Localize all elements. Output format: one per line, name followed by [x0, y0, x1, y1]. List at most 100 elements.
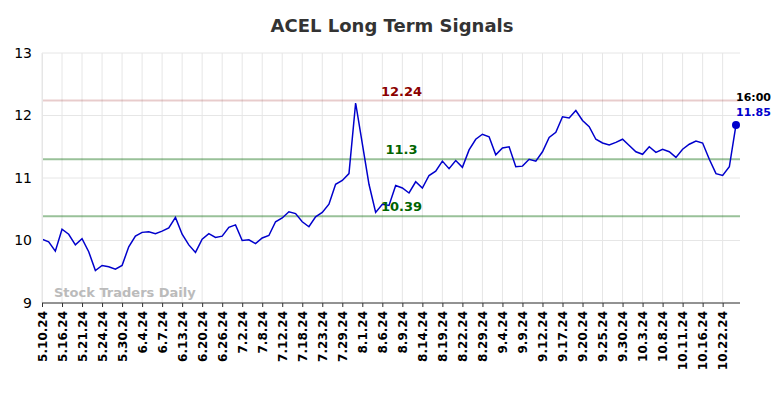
x-tick-mark	[643, 303, 644, 307]
y-tick-label: 13	[14, 45, 32, 61]
x-tick: 5.24.24	[96, 303, 110, 362]
signal-line	[42, 158, 740, 160]
grid-line	[42, 115, 740, 116]
x-tick: 7.8.24	[256, 303, 270, 354]
x-tick: 5.21.24	[76, 303, 90, 362]
grid-line	[602, 53, 603, 303]
x-tick-mark	[542, 303, 543, 307]
x-tick: 6.4.24	[136, 303, 150, 354]
x-tick-mark	[62, 303, 63, 307]
x-tick-label: 10.22.24	[716, 311, 730, 370]
x-tick: 9.12.24	[536, 303, 550, 362]
grid-line	[42, 53, 43, 303]
x-tick-mark	[282, 303, 283, 307]
x-tick-label: 10.8.24	[656, 311, 670, 362]
y-tick-label: 12	[14, 107, 32, 123]
grid-line	[162, 53, 163, 303]
x-tick-mark	[322, 303, 323, 307]
x-tick-mark	[262, 303, 263, 307]
x-tick-label: 5.24.24	[96, 311, 110, 362]
x-tick: 7.23.24	[316, 303, 330, 362]
x-tick: 10.11.24	[676, 303, 690, 370]
x-tick: 9.20.24	[576, 303, 590, 362]
x-tick-mark	[703, 303, 704, 307]
x-tick-mark	[522, 303, 523, 307]
x-tick-mark	[683, 303, 684, 307]
x-tick: 8.1.24	[356, 303, 370, 354]
y-tick: 9	[23, 295, 42, 311]
x-tick-mark	[422, 303, 423, 307]
watermark: Stock Traders Daily	[54, 285, 196, 300]
grid-line	[702, 53, 703, 303]
x-tick-mark	[142, 303, 143, 307]
x-tick-label: 6.26.24	[216, 311, 230, 362]
x-tick-mark	[302, 303, 303, 307]
chart: ACEL Long Term Signals Stock Traders Dail…	[0, 0, 784, 398]
grid-line	[542, 53, 543, 303]
signal-label: 12.24	[381, 84, 422, 99]
x-tick: 7.12.24	[276, 303, 290, 362]
x-tick-mark	[723, 303, 724, 307]
x-tick-mark	[222, 303, 223, 307]
grid-line	[362, 53, 363, 303]
x-tick-label: 7.8.24	[256, 311, 270, 354]
x-tick: 10.16.24	[696, 303, 710, 370]
grid-line	[662, 53, 663, 303]
end-time: 16:00	[736, 91, 771, 104]
x-tick-label: 9.30.24	[616, 311, 630, 362]
x-tick: 9.4.24	[496, 303, 510, 354]
grid-line	[562, 53, 563, 303]
x-tick-mark	[402, 303, 403, 307]
x-tick-mark	[583, 303, 584, 307]
plot	[42, 101, 740, 271]
x-axis-line	[42, 303, 740, 304]
x-tick-mark	[82, 303, 83, 307]
x-tick: 10.8.24	[656, 303, 670, 362]
grid-line	[622, 53, 623, 303]
x-tick-label: 6.7.24	[156, 311, 170, 354]
price-line	[42, 103, 736, 271]
grid-line	[502, 53, 503, 303]
x-tick-mark	[482, 303, 483, 307]
grid-line	[42, 240, 740, 241]
grid-line	[722, 53, 723, 303]
x-tick: 9.9.24	[516, 303, 530, 354]
x-tick: 9.17.24	[556, 303, 570, 362]
x-tick-label: 7.29.24	[336, 311, 350, 362]
x-tick-label: 5.16.24	[56, 311, 70, 362]
x-tick: 7.18.24	[296, 303, 310, 362]
grid-line	[322, 53, 323, 303]
x-tick: 6.26.24	[216, 303, 230, 362]
x-tick-label: 9.12.24	[536, 311, 550, 362]
x-tick: 8.9.24	[396, 303, 410, 354]
x-tick-mark	[102, 303, 103, 307]
x-tick: 6.20.24	[196, 303, 210, 362]
x-tick: 8.22.24	[456, 303, 470, 362]
x-tick-mark	[202, 303, 203, 307]
x-tick-label: 9.4.24	[496, 311, 510, 354]
y-tick: 11	[14, 170, 42, 186]
y-tick-label: 11	[14, 170, 32, 186]
x-tick-label: 9.25.24	[596, 311, 610, 362]
x-tick-mark	[462, 303, 463, 307]
x-tick-mark	[342, 303, 343, 307]
grid-line	[482, 53, 483, 303]
grid-line	[202, 53, 203, 303]
x-tick-label: 8.22.24	[456, 311, 470, 362]
title: ACEL Long Term Signals	[271, 15, 514, 36]
x-tick: 5.30.24	[116, 303, 130, 362]
x-tick-mark	[162, 303, 163, 307]
x-tick-mark	[663, 303, 664, 307]
x-tick-label: 9.9.24	[516, 311, 530, 354]
x-tick-label: 8.29.24	[476, 311, 490, 362]
x-tick-label: 8.1.24	[356, 311, 370, 354]
x-tick: 6.13.24	[176, 303, 190, 362]
x-tick-mark	[502, 303, 503, 307]
x-tick-label: 7.18.24	[296, 311, 310, 362]
x-tick: 10.3.24	[636, 303, 650, 362]
last-point	[732, 121, 740, 129]
x-tick: 8.14.24	[416, 303, 430, 362]
x-tick: 8.29.24	[476, 303, 490, 362]
grid-line	[302, 53, 303, 303]
grid-line	[222, 53, 223, 303]
